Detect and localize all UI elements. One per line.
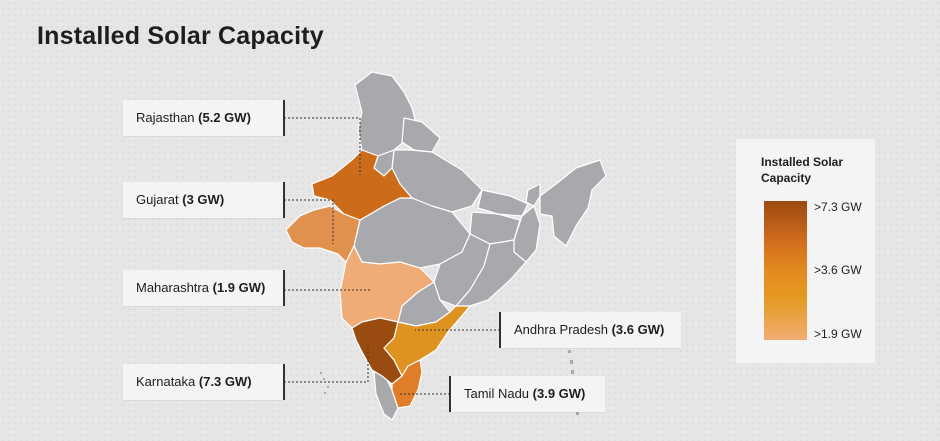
- state-north-2: [401, 117, 441, 153]
- state-tamil-nadu: [391, 359, 423, 409]
- island: [323, 378, 325, 380]
- state-name: Karnataka: [136, 374, 196, 389]
- legend: Installed Solar Capacity >7.3 GW >3.6 GW…: [736, 139, 875, 363]
- state-andhra-pradesh: [383, 305, 471, 377]
- label-andhra-pradesh: Andhra Pradesh (3.6 GW): [501, 312, 681, 348]
- leader-tick-rajasthan: [283, 100, 285, 136]
- leader-line-rajasthan: [284, 117, 361, 175]
- island: [570, 360, 573, 364]
- state-value: (5.2 GW): [198, 110, 251, 125]
- legend-gradient-bar: [764, 201, 807, 340]
- state-name: Maharashtra: [136, 280, 209, 295]
- state-value: (3.9 GW): [532, 386, 586, 401]
- label-gujarat: Gujarat (3 GW): [123, 182, 283, 218]
- leader-tick-andhra-pradesh: [499, 312, 501, 348]
- state-odisha: [455, 239, 527, 307]
- leader-tick-tamil-nadu: [449, 376, 451, 412]
- leader-tick-maharashtra: [283, 270, 285, 306]
- island: [320, 372, 322, 374]
- map-title: Installed Solar Capacity: [37, 22, 324, 50]
- state-value: (3.6 GW): [611, 322, 665, 337]
- leader-line-gujarat: [284, 199, 334, 244]
- state-value: (1.9 GW): [212, 280, 266, 295]
- label-tamil-nadu: Tamil Nadu (3.9 GW): [451, 376, 605, 412]
- island: [571, 370, 574, 374]
- state-northeast: [539, 159, 607, 247]
- state-maharashtra: [339, 245, 435, 329]
- island: [327, 386, 329, 388]
- state-name: Andhra Pradesh: [514, 322, 608, 337]
- legend-tick-mid: >3.6 GW: [814, 263, 862, 277]
- leader-tick-gujarat: [283, 182, 285, 218]
- legend-title: Installed Solar Capacity: [761, 155, 844, 185]
- leader-tick-karnataka: [283, 364, 285, 400]
- state-rajasthan: [311, 149, 413, 221]
- state-sikkim: [525, 183, 541, 207]
- state-name: Rajasthan: [136, 110, 195, 125]
- label-maharashtra: Maharashtra (1.9 GW): [123, 270, 283, 306]
- island: [324, 392, 326, 394]
- legend-tick-low: >1.9 GW: [814, 327, 862, 341]
- state-name: Gujarat: [136, 192, 179, 207]
- label-karnataka: Karnataka (7.3 GW): [123, 364, 283, 400]
- label-rajasthan: Rajasthan (5.2 GW): [123, 100, 283, 136]
- legend-tick-high: >7.3 GW: [814, 200, 862, 214]
- state-value: (7.3 GW): [198, 374, 252, 389]
- leader-line-karnataka: [284, 345, 369, 383]
- state-value: (3 GW): [182, 192, 225, 207]
- island: [576, 412, 579, 415]
- island: [568, 350, 571, 353]
- state-bihar: [477, 189, 529, 217]
- state-name: Tamil Nadu: [464, 386, 530, 401]
